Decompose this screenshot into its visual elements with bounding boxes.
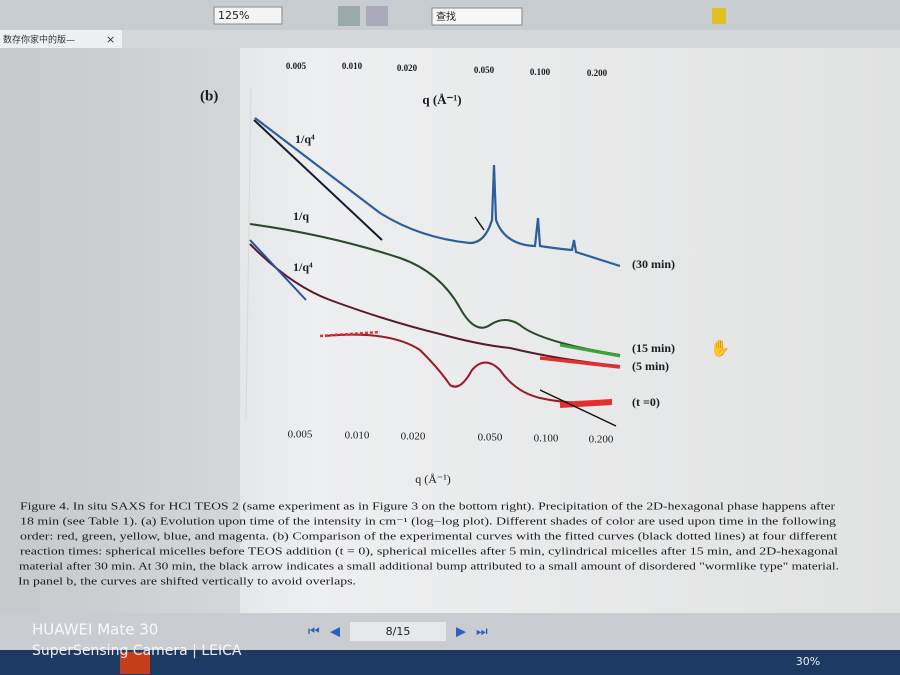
fit-line: [249, 239, 307, 301]
watermark: HUAWEI Mate 30: [32, 621, 158, 639]
caption-line: Figure 4. In situ SAXS for HCl TEOS 2 (s…: [20, 501, 836, 512]
zoom-level: 125%: [218, 9, 249, 22]
figure: (b) 0.005 0.010 0.020 0.050 0.100 0.200 …: [200, 61, 730, 486]
hand-cursor: ✋: [710, 339, 730, 358]
caption-line: 18 min (see Table 1). (a) Evolution upon…: [20, 516, 836, 527]
nav-bar: [0, 613, 900, 650]
caption-line: reaction times: spherical micelles befor…: [20, 546, 838, 557]
curve-5min: [249, 243, 621, 367]
curve-t0: [324, 333, 613, 404]
bottom-axis-label: q (Å⁻¹): [415, 472, 451, 486]
bottom-tick-label: 0.200: [589, 434, 614, 446]
tab-bar: [0, 30, 900, 48]
arrow: [474, 216, 485, 231]
top-tick-label: 0.200: [587, 68, 608, 78]
top-tick-label: 0.050: [474, 65, 495, 75]
highlight-tool[interactable]: [712, 8, 726, 24]
caption: Figure 4. In situ SAXS for HCl TEOS 2 (s…: [18, 501, 839, 587]
watermark: SuperSensing Camera | LEICA: [32, 643, 242, 659]
curve-30min: [254, 117, 621, 268]
tab-close[interactable]: ×: [106, 33, 115, 46]
last-page[interactable]: ⏭: [476, 625, 488, 640]
curve-label: (30 min): [632, 257, 675, 271]
curve-label: (15 min): [632, 341, 675, 355]
zoom-box[interactable]: [213, 6, 283, 25]
annotation: 1/q: [293, 209, 309, 223]
y-axis: [245, 87, 252, 421]
annotation: 1/q⁴: [293, 260, 313, 274]
next-page[interactable]: ▶: [456, 625, 466, 640]
battery: 30%: [796, 655, 820, 668]
bottom-tick-label: 0.020: [401, 431, 426, 443]
search-box[interactable]: [431, 7, 523, 26]
fit-line: [539, 389, 617, 427]
top-tick-label: 0.020: [397, 63, 418, 73]
hand-tool[interactable]: [338, 6, 360, 26]
curve-label: (t =0): [632, 395, 660, 409]
curve-15min: [249, 223, 621, 356]
tab-title: 数存你家中的版—: [3, 34, 75, 46]
prev-page[interactable]: ◀: [330, 625, 340, 640]
top-tick-label: 0.100: [530, 67, 551, 77]
bottom-tick-label: 0.005: [288, 429, 313, 441]
tab[interactable]: [0, 30, 122, 48]
curve-label: (5 min): [632, 359, 669, 373]
curve-t0-head: [319, 330, 381, 338]
search-label: 查找: [436, 10, 456, 23]
curve-t0-tail: [559, 399, 613, 408]
app-icon[interactable]: [120, 652, 150, 674]
top-axis-label: q (Å⁻¹): [422, 92, 461, 107]
top-tick-label: 0.005: [286, 61, 307, 71]
annotation: 1/q⁴: [295, 132, 315, 146]
bottom-tick-label: 0.050: [478, 432, 503, 444]
curve-5min-tail: [539, 356, 621, 369]
top-tick-label: 0.010: [342, 61, 363, 71]
first-page[interactable]: ⏮: [308, 625, 320, 640]
page-number: 8/15: [386, 625, 411, 638]
bottom-tick-label: 0.010: [345, 430, 370, 442]
page-box[interactable]: [350, 622, 446, 641]
fit-line: [253, 119, 383, 241]
curve-15min-tail: [559, 343, 621, 358]
page-shadow: [0, 48, 240, 613]
caption-line: In panel b, the curves are shifted verti…: [18, 576, 356, 587]
bottom-tick-label: 0.100: [534, 433, 559, 445]
panel-label: (b): [200, 88, 218, 104]
snapshot-tool[interactable]: [366, 6, 388, 26]
caption-line: material after 30 min. At 30 min, the bl…: [19, 561, 839, 572]
caption-line: order: red, green, yellow, blue, and mag…: [20, 531, 837, 542]
